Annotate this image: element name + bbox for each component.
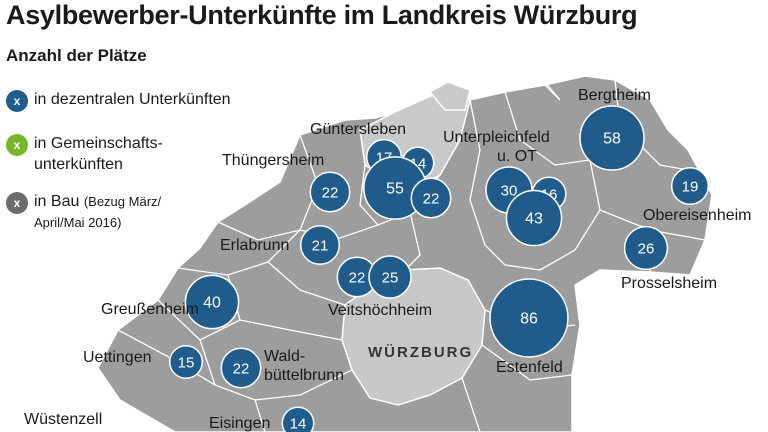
bubble-value: 58 <box>603 131 621 148</box>
legend-label: in Gemeinschafts- unterkünften <box>34 133 163 175</box>
legend-note-line2: April/Mai 2016) <box>34 215 122 230</box>
bubble-circle <box>505 189 563 247</box>
legend-label-line1: in Bau <box>34 193 80 210</box>
bubble-value: 40 <box>203 295 221 312</box>
place-label-line1: Wald- <box>264 348 306 365</box>
bubble-value: 22 <box>233 361 250 378</box>
legend-marker-construction: x <box>6 192 28 214</box>
place-label-estenfeld: Estenfeld <box>496 359 563 376</box>
bubble-circle <box>623 225 669 271</box>
bubble-obereisenheim: 19 <box>670 166 710 206</box>
city-label-wuerzburg: WÜRZBURG <box>368 344 474 361</box>
bubble-circle <box>281 406 315 432</box>
bubble-value: 22 <box>423 191 440 208</box>
bubble-circle <box>670 166 710 206</box>
bubble-value: 30 <box>501 183 518 200</box>
bubble-value: 55 <box>386 181 404 198</box>
legend-item-community: x in Gemeinschafts- unterkünften <box>6 133 163 175</box>
legend-label: in dezentralen Unterkünften <box>34 91 231 108</box>
place-label-erlabrunn: Erlabrunn <box>220 237 290 254</box>
place-label-thuengersheim: Thüngersheim <box>222 152 325 169</box>
place-label-line2: büttelbrunn <box>264 367 345 384</box>
bubble-circle <box>220 347 262 389</box>
bubble-value: 25 <box>382 270 399 287</box>
bubble-waldbüttelbrunn: 22 <box>220 347 262 389</box>
bubble-unterpleichfeld: 43 <box>505 189 563 247</box>
bubble-circle <box>410 177 452 219</box>
place-label-prosselsheim: Prosselsheim <box>621 275 718 292</box>
bubble-prosselsheim: 26 <box>623 225 669 271</box>
district-area-light <box>428 81 471 111</box>
bubble-veitshöchheim: 22 <box>336 256 378 298</box>
legend-label-line2: unterkünften <box>34 156 123 173</box>
bubble-circle <box>368 255 412 299</box>
legend-label-line1: in Gemeinschafts- <box>34 135 163 152</box>
place-label-uettingen: Uettingen <box>83 349 152 366</box>
bubble-value: 14 <box>290 416 307 432</box>
legend-marker-community: x <box>6 134 28 156</box>
bubble-value: 21 <box>312 238 329 255</box>
place-label-wuestenzell: Wüstenzell <box>24 411 103 428</box>
bubble-erlabrunn: 21 <box>300 225 340 265</box>
map-title: Asylbewerber-Unterkünfte im Landkreis Wü… <box>6 0 638 30</box>
bubble-greußenheim: 40 <box>184 274 240 330</box>
bubble-circle <box>184 274 240 330</box>
bubble-güntersleben: 55 <box>363 156 427 220</box>
bubble-value: 43 <box>525 211 543 228</box>
legend-note-line1: (Bezug März/ <box>83 194 162 209</box>
legend-title: Anzahl der Plätze <box>6 46 147 65</box>
bubble-estenfeld: 86 <box>489 278 569 358</box>
bubble-circle <box>489 278 569 358</box>
bubble-güntersleben: 22 <box>410 177 452 219</box>
legend-marker-decentral: x <box>6 90 28 112</box>
bubble-uettingen: 15 <box>168 344 204 380</box>
bubble-thüngersheim: 22 <box>309 171 351 213</box>
place-label-waldbuettelbrunn: Wald- büttelbrunn <box>264 347 344 385</box>
bubble-bergtheim: 58 <box>579 105 645 171</box>
bubble-circle <box>579 105 645 171</box>
bubble-value: 15 <box>178 355 195 372</box>
place-label-obereisenheim: Obereisenheim <box>643 207 752 224</box>
place-label-greussenheim: Greußenheim <box>101 301 199 318</box>
legend-item-decentral: x in dezentralen Unterkünften <box>6 89 231 112</box>
bubble-circle <box>168 344 204 380</box>
bubble-circle <box>309 171 351 213</box>
bubble-value: 26 <box>638 241 655 258</box>
place-label-line1: Unterpleichfeld <box>443 129 550 146</box>
bubble-value: 22 <box>349 270 366 287</box>
place-label-bergtheim: Bergtheim <box>578 87 651 104</box>
place-label-veitshoechheim: Veitshöchheim <box>328 302 433 319</box>
place-label-eisingen: Eisingen <box>209 415 271 432</box>
bubble-veitshöchheim: 25 <box>368 255 412 299</box>
legend-label: in Bau (Bezug März/ April/Mai 2016) <box>34 191 161 233</box>
bubble-value: 86 <box>520 311 538 328</box>
place-label-guentersleben: Güntersleben <box>310 121 407 138</box>
bubble-circle <box>300 225 340 265</box>
legend-item-construction: x in Bau (Bezug März/ April/Mai 2016) <box>6 191 161 233</box>
bubble-eisingen: 14 <box>281 406 315 432</box>
bubble-value: 22 <box>322 185 339 202</box>
bubble-value: 19 <box>682 179 699 196</box>
city-area <box>341 267 486 406</box>
place-label-line2: u. OT <box>497 148 538 165</box>
place-label-unterpleichfeld: Unterpleichfeld u. OT <box>443 128 550 166</box>
